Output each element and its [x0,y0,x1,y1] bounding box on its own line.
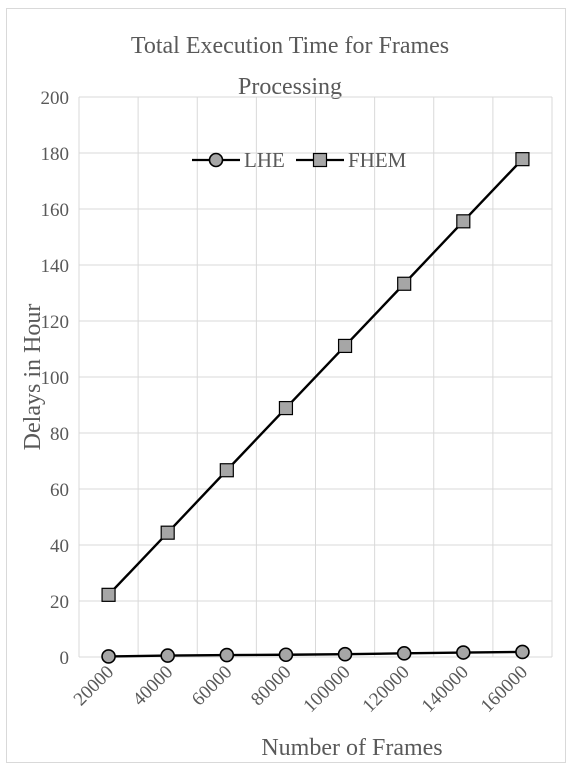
y-tick-label: 120 [41,312,70,333]
legend-label-lhe: LHE [244,148,285,172]
data-point-lhe [219,647,235,663]
legend-marker-lhe [208,152,224,168]
y-tick-label: 40 [50,536,69,557]
x-tick-label: 100000 [299,662,354,717]
y-tick-label: 60 [50,480,69,501]
data-point-fhem [278,400,294,416]
y-tick-label: 180 [41,144,70,165]
x-axis-ticks: 20000 40000 60000 80000 100000 120000 140000 16… [70,662,532,717]
y-tick-label: 0 [60,648,70,669]
data-point-lhe [101,649,116,664]
y-tick-label: 160 [41,200,70,221]
data-point-fhem [515,152,530,167]
x-tick-label: 160000 [477,662,532,717]
x-axis-label: Number of Frames [261,735,442,761]
chart-title-line-2: Processing [238,74,342,100]
y-tick-label: 20 [50,592,69,613]
x-tick-label: 60000 [188,662,236,710]
x-tick-label: 120000 [359,662,414,717]
data-point-lhe [160,648,175,663]
y-tick-label: 100 [41,368,70,389]
data-point-lhe [515,644,530,660]
data-point-fhem [456,214,471,229]
data-point-lhe [396,646,412,661]
series-layer [101,152,530,664]
y-axis-ticks: 0 20 40 60 80 100 120 140 160 180 200 [41,88,70,669]
data-point-fhem [337,338,353,354]
legend: LHE FHEM [192,148,407,172]
data-point-lhe [337,646,353,662]
series-line-fhem [107,158,524,596]
series-line-lhe [108,650,523,658]
y-tick-label: 200 [41,88,70,109]
y-tick-label: 80 [50,424,69,445]
y-axis-label: Delays in Hour [20,304,46,451]
data-point-fhem [160,525,175,540]
data-point-lhe [456,645,471,660]
legend-label-fhem: FHEM [348,148,407,172]
data-point-lhe [278,647,294,663]
data-point-fhem [397,276,412,291]
data-point-fhem [101,587,116,602]
x-tick-label: 80000 [247,662,295,710]
x-tick-label: 40000 [129,662,177,710]
x-tick-label: 20000 [70,662,118,710]
chart-title-line-1: Total Execution Time for Frames [131,33,449,59]
legend-marker-fhem [312,152,328,168]
data-point-fhem [219,463,234,478]
x-tick-label: 140000 [418,662,473,717]
y-tick-label: 140 [41,256,70,277]
chart-frame [6,8,566,763]
